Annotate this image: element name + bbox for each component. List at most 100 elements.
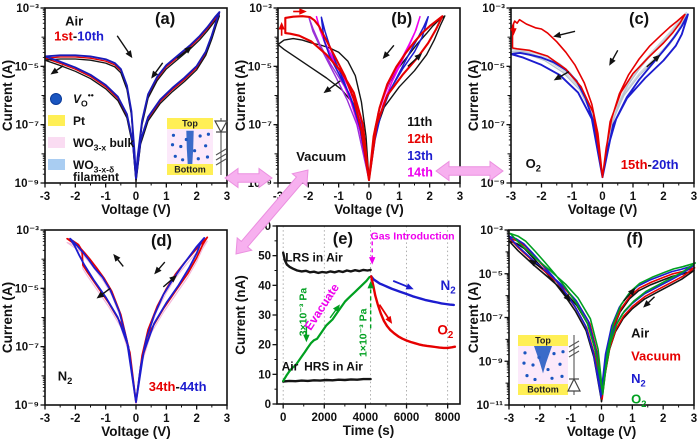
tspan: 10th xyxy=(77,28,104,43)
tspan: - xyxy=(648,157,652,172)
tspan: 40 xyxy=(258,280,271,292)
tspan: -2 xyxy=(70,191,80,203)
x-tick-label: 0 xyxy=(133,413,139,425)
tspan: 2 xyxy=(67,376,72,386)
tspan: 1 xyxy=(629,413,636,425)
tspan: -3 xyxy=(40,413,50,425)
series-LRS in Air xyxy=(282,251,372,275)
tspan: bulk xyxy=(106,136,134,150)
direction-arrowhead xyxy=(125,50,133,59)
direction-arrowhead xyxy=(563,293,571,302)
tspan: 10⁻⁹ xyxy=(248,178,272,190)
tspan: 34th xyxy=(149,379,176,394)
tspan: 10 xyxy=(258,369,271,381)
y-tick-label: 10⁻³ xyxy=(480,225,503,237)
oxygen-vacancy-dot xyxy=(523,351,527,355)
x-axis-title: Voltage (V) xyxy=(568,202,638,217)
oxygen-vacancy-dot xyxy=(206,132,210,136)
tspan: O xyxy=(526,156,536,171)
tspan: (a) xyxy=(155,10,175,28)
oxygen-vacancy-dot xyxy=(204,144,208,148)
tspan: -2 xyxy=(70,413,80,425)
y-tick-label: 10⁻⁹ xyxy=(248,178,272,190)
legend-item-label: WO3-x-δ xyxy=(73,158,114,175)
tspan: 10⁻¹¹ xyxy=(476,400,503,412)
tspan: Air xyxy=(282,359,299,373)
tspan: 1×10⁻³ Pa xyxy=(358,308,370,357)
tspan: 2 xyxy=(193,191,199,203)
tspan: Current (A) xyxy=(0,60,15,131)
y-tick-label: 10⁻⁵ xyxy=(248,61,272,73)
tspan: -3 xyxy=(40,191,50,203)
oxygen-vacancy-dot xyxy=(560,374,564,378)
device-inset-top-electrode xyxy=(518,335,568,346)
y-tick-label: 10 xyxy=(258,369,271,381)
y-tick-label: 10⁻⁷ xyxy=(248,120,272,132)
y-tick-label: 10⁻⁹ xyxy=(479,356,503,368)
resistor-icon xyxy=(215,153,227,161)
tspan: 8000 xyxy=(435,412,461,424)
tspan: 2 xyxy=(426,191,432,203)
tspan: Current (nA) xyxy=(233,275,248,355)
tspan: O xyxy=(631,391,641,406)
direction-arrowhead xyxy=(50,67,59,75)
tspan: 10⁻⁵ xyxy=(481,61,505,73)
tspan: 10⁻³ xyxy=(480,225,503,237)
y-tick-label: 0 xyxy=(265,399,271,411)
y-tick-label: 10⁻⁷ xyxy=(481,120,505,132)
tspan: 30 xyxy=(258,310,271,322)
x-tick-label: -3 xyxy=(273,191,283,203)
direction-arrowhead xyxy=(96,291,105,299)
resistor-icon xyxy=(568,350,580,358)
chart-label: O2 xyxy=(526,156,541,174)
inset-bottom-label: Bottom xyxy=(174,165,206,175)
direction-arrowhead xyxy=(553,73,562,81)
chart-label: Vacuum xyxy=(296,149,346,164)
tspan: 14th xyxy=(407,166,433,180)
y-tick-label: 40 xyxy=(258,280,271,292)
tspan: Vacuum xyxy=(296,149,346,164)
direction-arrow xyxy=(557,30,576,37)
direction-arrowhead xyxy=(382,51,390,60)
chart-label: Air xyxy=(282,359,299,373)
device-inset-bottom-electrode xyxy=(518,384,568,395)
chart-label: Air xyxy=(631,326,649,341)
chart-label: N2 xyxy=(440,278,456,297)
x-tick-label: 2 xyxy=(193,191,199,203)
tspan: Bottom xyxy=(174,165,206,175)
tspan: 10⁻⁹ xyxy=(15,400,39,412)
x-tick-label: 2 xyxy=(660,413,666,425)
tspan: 10⁻⁷ xyxy=(479,313,503,325)
oxygen-vacancy-dot xyxy=(558,362,562,366)
tspan: 10⁻³ xyxy=(16,3,39,15)
tspan: 2 xyxy=(536,164,541,174)
x-tick-label: 1 xyxy=(630,191,637,203)
oxygen-vacancy-dot xyxy=(193,149,197,153)
tspan: 1st xyxy=(54,28,73,43)
direction-arrow xyxy=(392,280,410,289)
tspan: Voltage (V) xyxy=(101,424,171,439)
tspan: N xyxy=(58,369,67,384)
tspan: -1 xyxy=(101,413,112,425)
tspan: 50 xyxy=(258,251,271,263)
tspan: -2 xyxy=(535,413,545,425)
x-tick-label: -3 xyxy=(506,191,516,203)
tspan: 3 xyxy=(457,191,463,203)
x-axis-title: Voltage (V) xyxy=(101,202,171,217)
tspan: 10⁻⁷ xyxy=(15,342,39,354)
tspan: Bottom xyxy=(527,385,559,395)
x-tick-label: 2 xyxy=(193,413,199,425)
x-tick-label: -2 xyxy=(70,191,80,203)
tspan: Voltage (V) xyxy=(567,424,637,439)
direction-arrowhead xyxy=(510,28,517,36)
tspan: Current (A) xyxy=(0,282,15,353)
x-axis-title: Time (s) xyxy=(343,423,395,438)
tspan: 2 xyxy=(641,399,646,409)
x-tick-label: 3 xyxy=(224,413,230,425)
direction-arrowhead xyxy=(405,283,414,290)
legend-item-label: filament xyxy=(73,170,119,184)
tspan: 3 xyxy=(224,413,230,425)
x-tick-label: 1 xyxy=(163,413,170,425)
tspan: -3 xyxy=(273,191,283,203)
tspan: 20 xyxy=(258,340,271,352)
